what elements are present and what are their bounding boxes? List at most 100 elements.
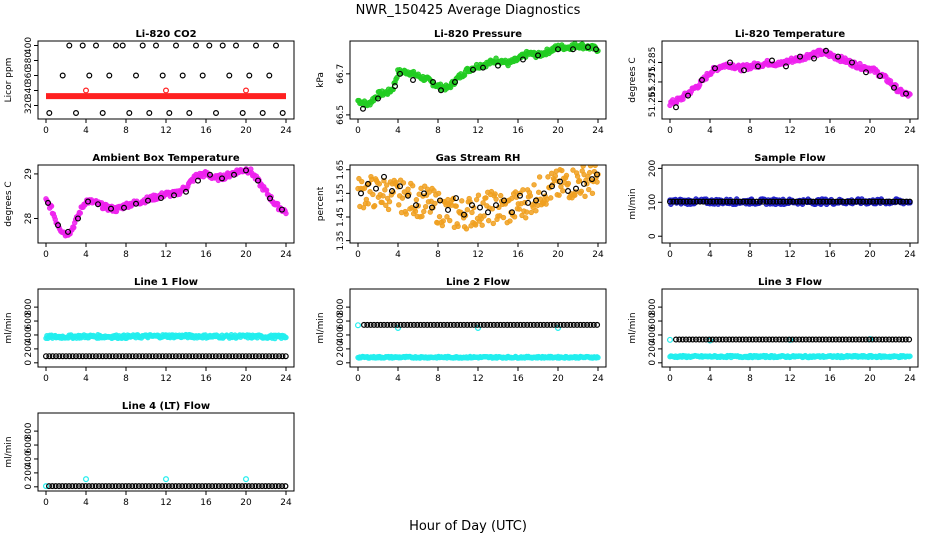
data-point bbox=[252, 353, 259, 360]
data-point bbox=[76, 353, 83, 360]
data-point bbox=[452, 79, 459, 86]
data-point bbox=[876, 73, 883, 80]
data-point bbox=[746, 336, 753, 343]
data-point bbox=[839, 336, 846, 343]
data-point bbox=[231, 171, 238, 178]
data-point bbox=[283, 334, 289, 341]
data-point bbox=[165, 483, 172, 490]
data-point bbox=[412, 208, 419, 215]
data-point bbox=[122, 353, 129, 360]
data-point bbox=[79, 483, 86, 490]
data-point bbox=[490, 220, 496, 227]
data-point bbox=[450, 321, 457, 328]
data-point bbox=[374, 321, 381, 328]
data-point bbox=[479, 222, 485, 228]
panel-title: Line 2 Flow bbox=[446, 277, 510, 288]
data-point bbox=[772, 336, 779, 343]
data-point bbox=[516, 206, 522, 212]
data-point bbox=[54, 222, 61, 229]
x-tick-label: 20 bbox=[240, 126, 252, 136]
data-point bbox=[594, 321, 601, 328]
data-point bbox=[152, 353, 159, 360]
data-point bbox=[716, 336, 723, 343]
panel-title: Line 1 Flow bbox=[134, 277, 198, 288]
y-tick-label: 1.35 bbox=[336, 231, 346, 251]
data-point bbox=[743, 198, 750, 205]
data-point bbox=[175, 483, 182, 490]
data-point bbox=[880, 198, 887, 205]
data-point bbox=[886, 336, 893, 343]
y-axis-label: ml/min bbox=[4, 312, 14, 343]
data-point bbox=[563, 172, 570, 179]
data-point bbox=[383, 202, 389, 208]
plot-frame bbox=[661, 288, 919, 368]
y-tick-label: 51.265 bbox=[648, 86, 658, 118]
panel-title: Li-820 Temperature bbox=[735, 29, 845, 40]
data-point bbox=[430, 321, 437, 328]
data-point bbox=[370, 321, 377, 328]
panel-title: Line 3 Flow bbox=[758, 277, 822, 288]
data-point bbox=[229, 353, 236, 360]
data-point bbox=[740, 67, 747, 74]
data-point bbox=[52, 483, 59, 490]
plot-frame bbox=[349, 288, 607, 368]
data-point bbox=[866, 198, 873, 205]
data-point bbox=[163, 476, 170, 483]
x-tick-label: 16 bbox=[512, 374, 524, 384]
data-point bbox=[149, 353, 156, 360]
data-point bbox=[396, 202, 402, 208]
data-point bbox=[590, 321, 597, 328]
data-point bbox=[279, 353, 286, 360]
x-tick-label: 8 bbox=[747, 126, 753, 136]
plot-area bbox=[42, 476, 289, 490]
data-point bbox=[436, 213, 443, 220]
data-point bbox=[397, 183, 404, 190]
data-point bbox=[493, 196, 499, 202]
x-tick-label: 16 bbox=[512, 250, 524, 260]
data-point bbox=[903, 198, 910, 205]
plot-area bbox=[355, 165, 601, 232]
data-point bbox=[710, 198, 717, 205]
y-tick-label: 800 bbox=[24, 298, 34, 315]
data-point bbox=[219, 483, 226, 490]
data-point bbox=[796, 198, 803, 205]
y-tick-label: 200 bbox=[648, 340, 658, 357]
data-point bbox=[477, 321, 484, 328]
data-point bbox=[243, 476, 250, 483]
data-point bbox=[133, 72, 140, 79]
x-tick-label: 8 bbox=[747, 250, 753, 260]
data-point bbox=[473, 196, 480, 203]
data-point bbox=[749, 336, 756, 343]
data-point bbox=[676, 336, 683, 343]
data-point bbox=[139, 42, 146, 49]
data-point bbox=[879, 336, 886, 343]
data-point bbox=[532, 197, 539, 204]
data-point bbox=[56, 353, 63, 360]
data-point bbox=[120, 204, 127, 211]
data-point bbox=[82, 353, 89, 360]
data-point bbox=[239, 483, 246, 490]
data-point bbox=[882, 336, 889, 343]
x-tick-label: 0 bbox=[667, 126, 673, 136]
data-point bbox=[670, 198, 677, 205]
data-point bbox=[272, 483, 279, 490]
data-point bbox=[739, 336, 746, 343]
data-point bbox=[59, 353, 66, 360]
x-tick-label: 4 bbox=[395, 374, 401, 384]
data-point bbox=[48, 203, 55, 209]
data-point bbox=[826, 198, 833, 205]
data-point bbox=[49, 353, 56, 360]
data-point bbox=[848, 59, 855, 66]
data-point bbox=[689, 336, 696, 343]
data-point bbox=[570, 321, 577, 328]
data-point bbox=[480, 64, 487, 71]
data-point bbox=[102, 353, 109, 360]
data-point bbox=[192, 483, 199, 490]
data-point bbox=[846, 198, 853, 205]
data-point bbox=[889, 336, 896, 343]
panel-6: Sample Flow ml/min 0 4 8 12 16 20 24 0 100 200 bbox=[628, 153, 919, 260]
data-point bbox=[409, 182, 416, 189]
data-point bbox=[826, 336, 833, 343]
x-tick-label: 8 bbox=[123, 374, 129, 384]
data-point bbox=[780, 198, 787, 205]
